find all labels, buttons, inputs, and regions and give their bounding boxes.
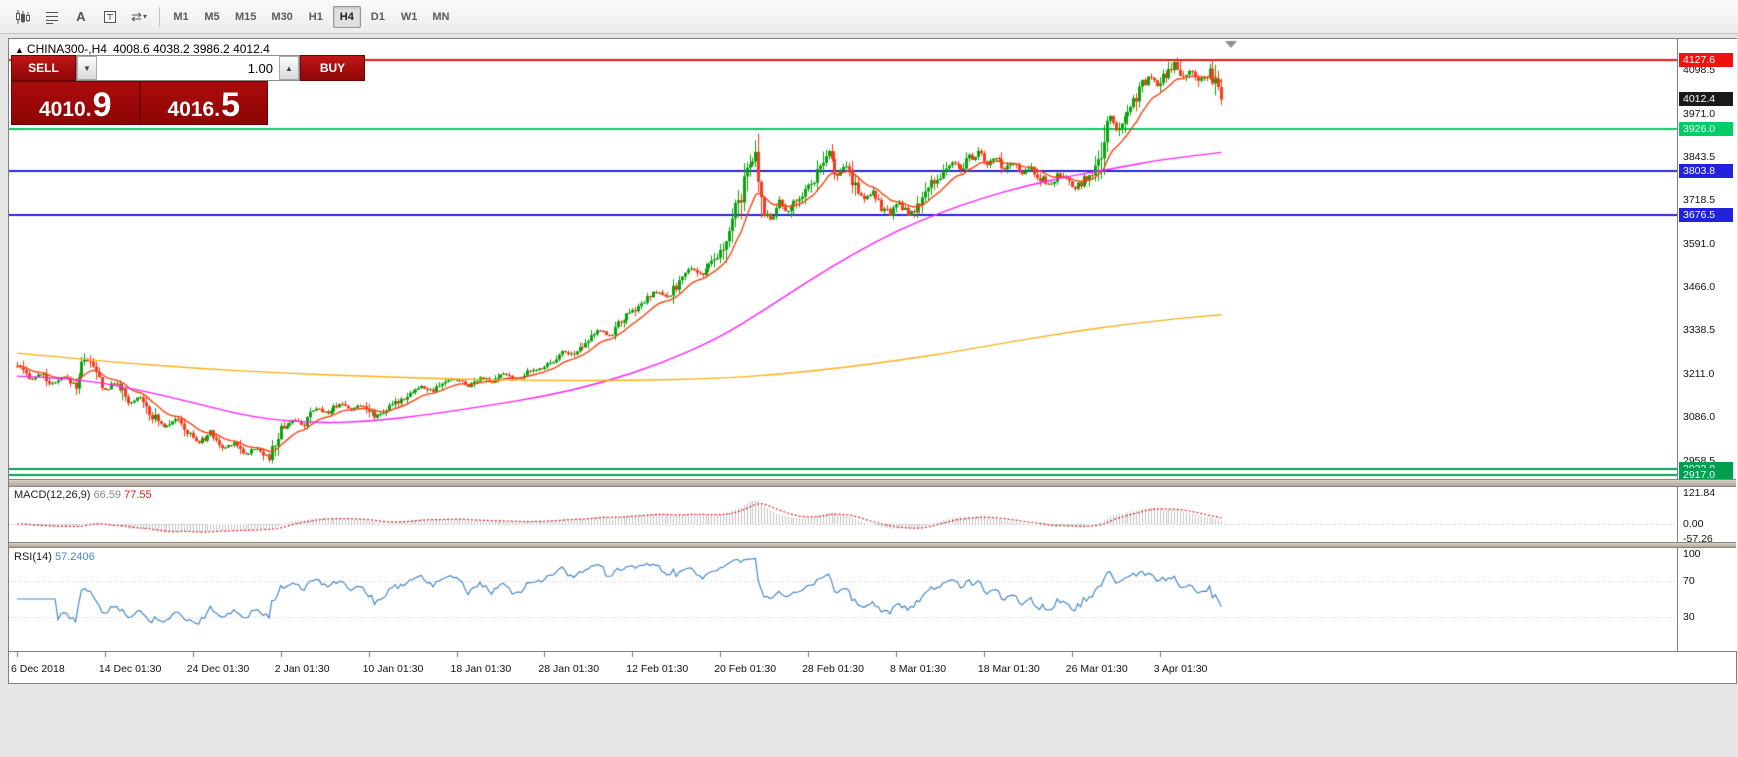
time-axis-label: 28 Jan 01:30 [538, 663, 600, 675]
chart-window: ▲ CHINA300-,H4 4008.6 4038.2 3986.2 4012.4… [8, 38, 1737, 684]
rsi-value: 57.2406 [54, 551, 95, 563]
timeframe-m15[interactable]: M15 [235, 10, 257, 23]
macd-name: MACD(12,26,9) [14, 489, 91, 501]
time-axis-label: 18 Mar 01:30 [977, 663, 1040, 675]
time-axis[interactable]: 6 Dec 2018 14 Dec 01:30 24 Dec 01:30 2 Jan … [9, 651, 1736, 683]
timeframe-mn[interactable]: MN [432, 10, 450, 23]
time-axis-label: 14 Dec 01:30 [98, 663, 162, 675]
volume-input[interactable] [97, 56, 279, 80]
dropdown-caret-icon: ▾ [142, 12, 147, 21]
toolbar-icons: A ⇄ ▾ [10, 5, 152, 29]
macd-signal-value: 77.55 [124, 489, 152, 501]
cycle-glyph: ⇄ [131, 8, 142, 24]
timeframe-toolbar: M1 M5 M15 M30 H1 H4 D1 W1 MN [167, 5, 455, 28]
rsi-scale-label: 70 [1683, 575, 1695, 587]
buy-price[interactable]: 4016. 5 [139, 81, 268, 125]
macd-label: MACD(12,26,9) 66.59 77.55 [14, 489, 152, 501]
time-axis-label: 28 Feb 01:30 [802, 663, 864, 675]
main-toolbar: A ⇄ ▾ M1 M5 M15 M30 H1 H4 D1 W1 MN [0, 0, 1738, 34]
pane-divider-main-macd[interactable] [9, 479, 1736, 487]
sell-button[interactable]: SELL [11, 55, 76, 81]
macd-main-value: 66.59 [93, 489, 122, 501]
volume-increase-button[interactable]: ▲ [279, 56, 299, 80]
time-axis-label: 3 Apr 01:30 [1153, 663, 1208, 675]
price-scale-label: 3843.5 [1683, 151, 1716, 164]
trade-panel-top-row: SELL ▼ ▲ BUY [11, 55, 365, 81]
time-axis-label: 26 Mar 01:30 [1065, 663, 1128, 675]
price-scale-label: 3466.0 [1683, 280, 1716, 293]
price-scale-label: 3591.0 [1683, 237, 1716, 250]
price-scale-label: 3211.0 [1683, 368, 1715, 381]
pane-divider-macd-rsi[interactable] [9, 542, 1736, 548]
macd-scale-label: -57.26 [1683, 532, 1713, 545]
one-click-trading-panel: SELL ▼ ▲ BUY 4010.9 4016.5 [11, 55, 365, 125]
chart-header: ▲ CHINA300-,H4 4008.6 4038.2 3986.2 4012.4 [15, 42, 270, 56]
price-scale-tag: 4012.4 [1679, 92, 1733, 107]
price-main-digits: 4010. [39, 98, 92, 121]
text-label-icon[interactable]: A [68, 5, 94, 29]
time-axis-label: 10 Jan 01:30 [362, 663, 424, 675]
price-chart-canvas[interactable] [9, 39, 1677, 683]
sell-price[interactable]: 4010. 9 [11, 81, 140, 125]
volume-control: ▼ ▲ [76, 55, 300, 81]
time-axis-label: 6 Dec 2018 [11, 663, 65, 675]
rsi-name: RSI(14) [14, 551, 52, 563]
price-big-digit: 9 [92, 86, 112, 125]
price-big-digit: 5 [221, 86, 240, 125]
price-scale-label: 3718.5 [1683, 194, 1716, 207]
template-icon[interactable] [97, 5, 123, 29]
letter-a-glyph: A [76, 9, 86, 24]
price-scale-tag: 2917.0 [1679, 467, 1733, 482]
price-scale-tag: 3676.5 [1679, 207, 1733, 222]
toolbar-separator [159, 6, 160, 27]
cycle-symbol-icon[interactable]: ⇄ ▾ [126, 5, 152, 29]
rsi-scale-label: 100 [1683, 548, 1701, 560]
symbol-marker-icon: ▲ [15, 45, 24, 55]
timeframe-m1[interactable]: M1 [173, 10, 189, 23]
time-axis-label: 8 Mar 01:30 [890, 663, 947, 675]
indicators-list-icon[interactable] [39, 5, 65, 29]
timeframe-h1[interactable]: H1 [308, 10, 323, 23]
volume-decrease-button[interactable]: ▼ [77, 56, 97, 80]
timeframe-m30[interactable]: M30 [271, 10, 293, 23]
time-axis-label: 12 Feb 01:30 [626, 663, 689, 675]
price-scale-tag: 3926.0 [1679, 122, 1733, 137]
rsi-label: RSI(14) 57.2406 [14, 551, 95, 563]
trade-panel-price-row: 4010. 9 4016. 5 [11, 81, 268, 125]
price-scale-label: 3971.0 [1683, 107, 1716, 120]
macd-scale-label: 0.00 [1683, 518, 1704, 530]
candlestick-chart-icon[interactable] [10, 5, 36, 29]
price-scale-tag: 4127.6 [1679, 53, 1733, 67]
timeframe-d1[interactable]: D1 [370, 10, 385, 23]
rsi-scale-label: 30 [1683, 611, 1695, 623]
price-scale[interactable]: 4098.5 3971.0 3843.5 3718.5 3591.0 3466.0 3338… [1677, 39, 1737, 651]
time-axis-label: 2 Jan 01:30 [274, 663, 330, 675]
ohlc-values: 4008.6 4038.2 3986.2 4012.4 [112, 42, 270, 56]
time-axis-label: 24 Dec 01:30 [186, 663, 250, 675]
price-main-digits: 4016. [167, 98, 221, 121]
timeframe-w1[interactable]: W1 [400, 10, 418, 23]
time-axis-label: 20 Feb 01:30 [714, 663, 777, 675]
macd-scale-label: 121.84 [1683, 486, 1716, 499]
price-scale-tag: 3803.8 [1679, 163, 1733, 178]
price-scale-label: 3338.5 [1683, 324, 1716, 337]
timeframe-h4[interactable]: H4 [332, 5, 361, 28]
symbol-title: CHINA300-,H4 [26, 42, 107, 56]
timeframe-m5[interactable]: M5 [204, 10, 220, 23]
buy-button[interactable]: BUY [300, 55, 365, 81]
price-scale-label: 3086.0 [1683, 410, 1716, 423]
time-axis-label: 18 Jan 01:30 [450, 663, 512, 675]
